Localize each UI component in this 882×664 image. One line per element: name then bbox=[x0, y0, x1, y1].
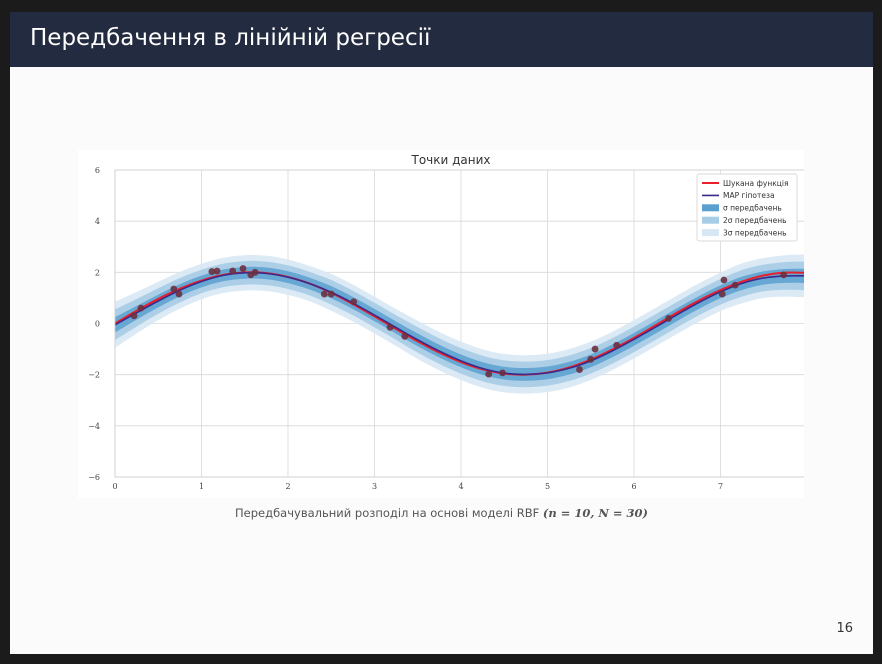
x-tick-label: 0 bbox=[112, 482, 117, 491]
data-point bbox=[613, 341, 621, 349]
data-point bbox=[401, 332, 409, 340]
data-point bbox=[251, 268, 259, 276]
legend-swatch bbox=[702, 204, 719, 212]
data-point bbox=[386, 323, 394, 331]
data-point bbox=[720, 276, 728, 284]
slide-header: Передбачення в лінійній регресії bbox=[10, 12, 873, 67]
data-point bbox=[175, 290, 183, 298]
x-tick-label: 7 bbox=[718, 482, 723, 491]
caption-text: Передбачувальний розподіл на основі моде… bbox=[235, 506, 540, 520]
data-point bbox=[485, 370, 493, 378]
y-tick-label: −2 bbox=[88, 371, 100, 380]
y-tick-label: 2 bbox=[95, 268, 100, 277]
page-number: 16 bbox=[836, 621, 853, 636]
band-3sigma bbox=[115, 254, 804, 394]
map-hypothesis-line bbox=[114, 271, 804, 376]
data-point bbox=[350, 298, 358, 306]
caption-math: (n = 10, N = 30) bbox=[542, 506, 648, 520]
legend-label: 3σ передбачень bbox=[723, 228, 787, 237]
x-tick-label: 2 bbox=[285, 482, 290, 491]
y-tick-label: −4 bbox=[88, 422, 100, 431]
y-tick-label: 0 bbox=[95, 320, 100, 329]
slide: Передбачення в лінійній регресії 0 1 2 3 4 5 6… bbox=[10, 12, 873, 654]
plot-frame bbox=[114, 169, 804, 478]
legend-label: σ передбачень bbox=[723, 204, 782, 213]
legend-swatch bbox=[702, 229, 719, 237]
x-tick-label: 6 bbox=[631, 482, 636, 491]
data-point bbox=[213, 267, 221, 275]
x-tick-label: 3 bbox=[372, 482, 377, 491]
data-point bbox=[320, 290, 328, 298]
data-point bbox=[780, 271, 788, 279]
data-point bbox=[499, 369, 506, 377]
data-point bbox=[731, 281, 739, 289]
data-point bbox=[718, 290, 726, 298]
legend-label: MAP гіпотеза bbox=[723, 191, 775, 200]
x-tick-label: 5 bbox=[545, 482, 550, 491]
legend-box bbox=[696, 173, 798, 242]
data-point bbox=[170, 285, 178, 293]
data-point bbox=[665, 314, 672, 322]
data-point bbox=[587, 355, 595, 363]
figure-caption: Передбачувальний розподіл на основі моде… bbox=[10, 506, 873, 520]
y-tick-label: −6 bbox=[88, 473, 100, 482]
slide-title: Передбачення в лінійній регресії bbox=[30, 25, 431, 51]
data-point bbox=[130, 312, 138, 320]
y-tick-label: 4 bbox=[95, 217, 100, 226]
data-point bbox=[327, 290, 335, 298]
x-tick-label: 1 bbox=[199, 482, 204, 491]
data-point bbox=[229, 267, 237, 275]
band-1sigma bbox=[115, 266, 804, 381]
x-tick-label: 4 bbox=[458, 482, 463, 491]
data-point bbox=[208, 268, 216, 275]
chart-title: Точки даних bbox=[410, 153, 490, 167]
data-point bbox=[576, 366, 583, 373]
y-tick-label: 6 bbox=[95, 166, 100, 175]
legend-swatch bbox=[702, 216, 719, 224]
data-point bbox=[239, 265, 247, 272]
legend-label: Шукана функція bbox=[723, 179, 788, 188]
legend-label: 2σ передбачень bbox=[723, 216, 787, 225]
data-point bbox=[591, 345, 599, 353]
data-point bbox=[137, 304, 145, 312]
